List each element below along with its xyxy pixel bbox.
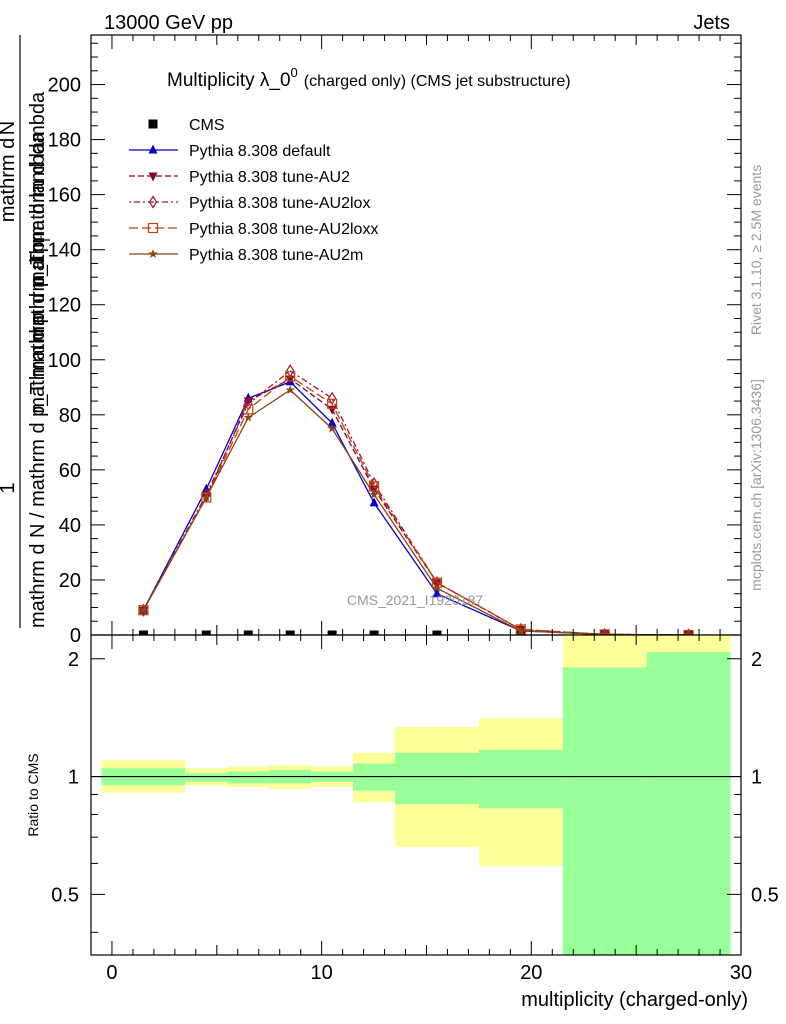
- y-tick-label: 40: [59, 515, 81, 537]
- ratio-band-inner: [395, 752, 479, 805]
- data-point-pythia-8-308-tune-au2loxx: [327, 398, 338, 409]
- y-tick-label: 80: [59, 405, 81, 427]
- x-tick-label: 10: [311, 962, 333, 984]
- legend-marker-pythia-8-308-tune-au2loxx: [147, 222, 159, 234]
- ratio-y-tick-label: 1: [68, 767, 79, 789]
- data-point-cms: [327, 630, 337, 635]
- ratio-y-tick-label-right: 0.5: [751, 884, 779, 906]
- y-tick-label: 120: [48, 295, 81, 317]
- data-point-pythia-8-308-tune-au2m: [432, 583, 442, 593]
- ratio-y-tick-label-right: 1: [751, 767, 762, 789]
- ratio-y-tick-label: 2: [68, 649, 79, 671]
- main-panel: 0 20 40 60 80 100 120 140 160 180 200 CMS_2021_I19…: [0, 34, 742, 647]
- legend-marker-pythia-8-308-default: [148, 144, 158, 154]
- legend-marker-cms: [148, 119, 158, 129]
- data-point-pythia-8-308-tune-au2m: [327, 423, 337, 433]
- ylabel-numerator: 1: [0, 482, 19, 493]
- x-tick-label: 30: [730, 962, 752, 984]
- data-point-pythia-8-308-tune-au2m: [138, 605, 149, 615]
- ylabel-denominator: mathrm d N / mathrm d p_T mathrm d p_T m…: [27, 91, 49, 628]
- plot-title: Multiplicity λ_00 (charged only) (CMS jet…: [167, 65, 571, 91]
- legend: CMS Pythia 8.308 default Pythia 8.308 tune…: [129, 117, 378, 264]
- plot-title-sup: 0: [291, 65, 298, 80]
- data-point-pythia-8-308-tune-au2m: [243, 412, 254, 422]
- main-y-axis: 0 20 40 60 80 100 120 140 160 180 200: [48, 35, 742, 647]
- legend-marker-pythia-8-308-tune-au2: [148, 172, 158, 182]
- series-line-pythia-8-308-tune-au2m: [142, 389, 689, 635]
- ratio-band-inner: [562, 667, 647, 955]
- ylabel-top-1: mathrm d: [0, 138, 19, 222]
- ratio-y-label: Ratio to CMS: [25, 753, 41, 836]
- legend-label-pythia-8-308-tune-au2loxx: Pythia 8.308 tune-AU2loxx: [189, 221, 378, 238]
- series-line-pythia-8-308-tune-au2loxx: [142, 375, 689, 635]
- ratio-panel: 0 10 20 30 0.5 0.5 1 1 2 2 Ratio to CMS multiplic…: [25, 634, 779, 1011]
- data-point-pythia-8-308-tune-au2lox: [600, 627, 609, 635]
- x-axis-label: multiplicity (charged-only): [521, 989, 748, 1011]
- data-point-pythia-8-308-tune-au2m: [516, 625, 526, 635]
- legend-label-pythia-8-308-tune-au2m: Pythia 8.308 tune-AU2m: [189, 247, 363, 264]
- mcplots-label: mcplots.cern.ch [arXiv:1306.3436]: [748, 379, 764, 591]
- ratio-band-inner: [646, 652, 731, 955]
- data-point-pythia-8-308-tune-au2m: [683, 630, 694, 635]
- ratio-plot-area: [91, 635, 741, 955]
- ratio-band-inner: [478, 749, 563, 809]
- plot-title-suffix: (charged only) (CMS jet substructure): [304, 73, 571, 90]
- y-tick-label: 180: [48, 130, 81, 152]
- ratio-axes: 0 10 20 30 0.5 0.5 1 1 2 2: [51, 635, 779, 984]
- legend-label-pythia-8-308-tune-au2: Pythia 8.308 tune-AU2: [189, 169, 350, 186]
- legend-label-pythia-8-308-default: Pythia 8.308 default: [189, 143, 331, 160]
- x-tick-label: 0: [106, 962, 117, 984]
- data-point-cms: [369, 630, 379, 635]
- rivet-label: Rivet 3.1.10, ≥ 2.5M events: [748, 165, 764, 335]
- ratio-band-inner: [185, 773, 228, 782]
- ylabel-right-3: mathrm d p: [27, 312, 49, 413]
- data-point-cms: [243, 630, 253, 635]
- data-point-pythia-8-308-tune-au2lox: [285, 364, 295, 378]
- y-tick-label: 20: [59, 570, 81, 592]
- data-point-pythia-8-308-tune-au2lox: [139, 603, 148, 617]
- data-point-pythia-8-308-default: [327, 417, 337, 427]
- x-tick-label: 20: [520, 962, 542, 984]
- y-tick-label: 160: [48, 185, 81, 207]
- energy-label: 13000 GeV pp: [104, 12, 233, 34]
- ylabel-right-1: mathrm d p: [27, 241, 49, 342]
- data-point-pythia-8-308-tune-au2m: [369, 489, 379, 499]
- ylabel-top-2: N: [0, 121, 19, 135]
- ratio-band-inner: [227, 771, 270, 784]
- data-point-cms: [138, 630, 148, 635]
- plot-title-main: Multiplicity λ_0: [167, 70, 291, 91]
- main-y-label: 1 mathrm d N / mathrm d p_T mathrm d p_T…: [0, 35, 53, 628]
- legend-marker-pythia-8-308-tune-au2lox: [148, 195, 158, 209]
- y-tick-label: 200: [48, 75, 81, 97]
- data-point-cms: [201, 630, 211, 635]
- ratio-y-tick-label-right: 2: [751, 649, 762, 671]
- data-point-cms: [432, 630, 442, 635]
- data-point-pythia-8-308-tune-au2m: [599, 629, 610, 635]
- legend-label-cms: CMS: [189, 117, 225, 134]
- ylabel-right-2: T: [37, 235, 53, 244]
- y-tick-label: 0: [70, 625, 81, 647]
- y-tick-label: 60: [59, 460, 81, 482]
- process-label: Jets: [693, 12, 730, 34]
- data-point-pythia-8-308-tune-au2loxx: [285, 371, 296, 382]
- data-point-pythia-8-308-tune-au2lox: [684, 628, 693, 635]
- data-point-pythia-8-308-tune-au2: [327, 405, 337, 415]
- series-line-pythia-8-308-tune-au2: [142, 378, 689, 635]
- ratio-y-tick-label: 0.5: [51, 884, 79, 906]
- data-point-pythia-8-308-default: [432, 588, 442, 598]
- data-point-pythia-8-308-default: [369, 497, 379, 507]
- data-point-pythia-8-308-tune-au2m: [201, 492, 212, 502]
- y-tick-label: 100: [48, 350, 81, 372]
- legend-marker-pythia-8-308-tune-au2m: [148, 249, 158, 259]
- ratio-frame: [90, 634, 742, 956]
- data-point-pythia-8-308-tune-au2m: [285, 385, 295, 395]
- y-tick-label: 140: [48, 240, 81, 262]
- data-point-pythia-8-308-tune-au2: [243, 397, 253, 407]
- data-point-cms: [285, 630, 295, 635]
- main-plot-area: [138, 364, 694, 635]
- legend-label-pythia-8-308-tune-au2lox: Pythia 8.308 tune-AU2lox: [189, 195, 370, 212]
- analysis-watermark: CMS_2021_I1920187: [347, 592, 483, 608]
- ylabel-right-4: mathrm d lambda: [27, 131, 49, 287]
